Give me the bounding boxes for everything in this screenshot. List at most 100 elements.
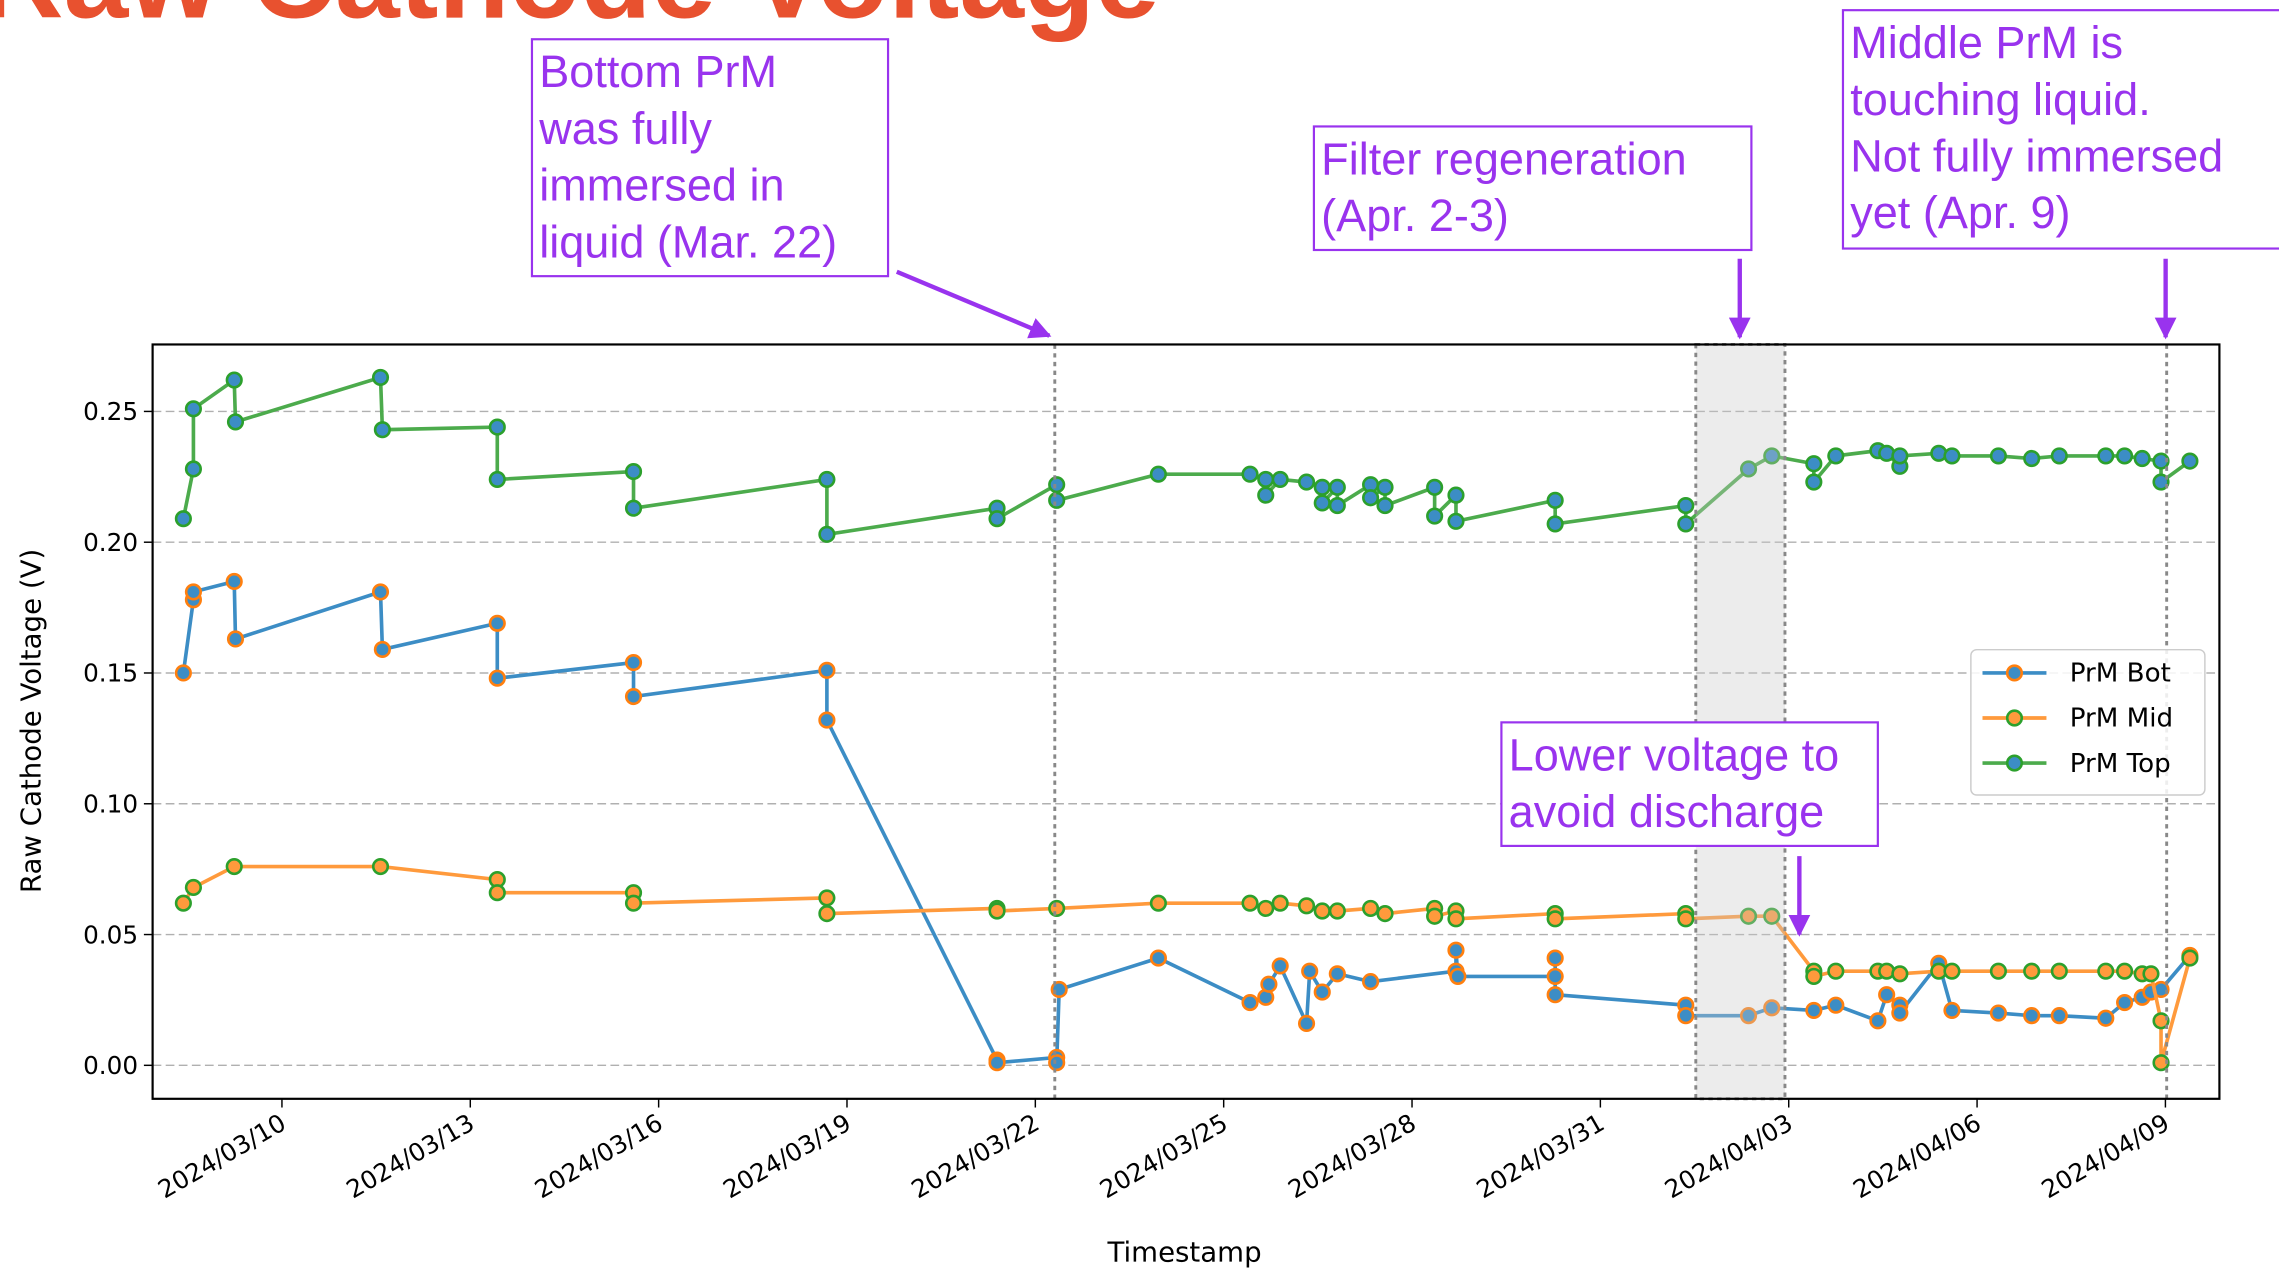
data-point xyxy=(1677,1007,1695,1025)
data-point xyxy=(488,884,506,902)
y-tick-label: 0.10 xyxy=(83,789,138,818)
data-point xyxy=(2152,473,2170,491)
x-tick-label: 2024/03/16 xyxy=(530,1108,668,1204)
data-point xyxy=(1313,983,1331,1001)
data-point xyxy=(1989,962,2007,980)
data-point xyxy=(226,413,245,431)
data-point xyxy=(2023,1007,2041,1025)
data-point xyxy=(1241,894,1259,912)
legend-label: PrM Bot xyxy=(2070,659,2171,689)
data-point xyxy=(1827,962,1845,980)
annotation-text: Not fully immersed xyxy=(1850,131,2223,182)
annotation-text: touching liquid. xyxy=(1850,74,2151,125)
data-point xyxy=(2133,449,2151,468)
data-point xyxy=(2023,962,2041,980)
data-point xyxy=(1048,899,1066,917)
data-point xyxy=(1048,491,1066,509)
data-point xyxy=(1297,1014,1316,1033)
data-point xyxy=(225,572,243,591)
x-tick-label: 2024/03/22 xyxy=(906,1108,1044,1204)
data-point xyxy=(1763,999,1781,1017)
x-tick-label: 2024/04/09 xyxy=(2036,1108,2174,1204)
data-point xyxy=(1739,1007,1758,1025)
data-point xyxy=(1297,897,1316,915)
data-point xyxy=(2023,449,2041,468)
annotation-text: Lower voltage to xyxy=(1509,729,1840,780)
data-point xyxy=(1376,905,1394,923)
data-point xyxy=(1763,907,1781,925)
data-point xyxy=(1362,973,1380,991)
data-point xyxy=(1257,470,1275,489)
data-point xyxy=(1426,478,1444,496)
x-tick-label: 2024/03/25 xyxy=(1095,1108,1233,1204)
data-point xyxy=(1260,975,1278,993)
data-point xyxy=(2116,993,2134,1012)
annotation-text: yet (Apr. 9) xyxy=(1850,187,2070,238)
annotation-text: Filter regeneration xyxy=(1321,133,1687,184)
data-point xyxy=(2152,452,2170,470)
data-point xyxy=(1677,497,1695,515)
data-point xyxy=(818,525,836,543)
y-tick-label: 0.15 xyxy=(83,659,138,688)
data-point xyxy=(225,371,243,389)
legend-box xyxy=(1970,648,2206,796)
data-point xyxy=(1739,460,1758,478)
data-point xyxy=(1943,1001,1961,1019)
data-point xyxy=(226,630,245,648)
data-point xyxy=(624,653,643,672)
data-point xyxy=(1805,1001,1823,1019)
legend-marker xyxy=(2005,709,2024,727)
data-point xyxy=(818,711,836,729)
annotation-text: liquid (Mar. 22) xyxy=(539,216,837,267)
data-point xyxy=(1271,957,1289,975)
y-axis-label: Raw Cathode Voltage (V) xyxy=(15,549,48,893)
legend-marker xyxy=(2005,664,2024,682)
annotation-text: was fully xyxy=(538,103,712,154)
data-point xyxy=(1376,497,1394,515)
data-point xyxy=(1677,910,1695,928)
data-point xyxy=(1449,967,1467,985)
data-point xyxy=(1313,902,1331,920)
data-point xyxy=(2116,962,2134,980)
data-point xyxy=(225,857,243,876)
data-point xyxy=(2152,1012,2170,1030)
data-point xyxy=(371,583,390,601)
data-point xyxy=(1546,491,1564,509)
y-tick-label: 0.25 xyxy=(83,397,138,426)
data-point xyxy=(988,510,1006,528)
data-point xyxy=(2050,962,2068,980)
data-point xyxy=(818,889,836,907)
data-point xyxy=(2152,1054,2170,1072)
data-point xyxy=(2142,965,2160,983)
data-point xyxy=(1426,907,1444,925)
data-point xyxy=(1943,962,1961,980)
data-point xyxy=(1271,470,1289,489)
y-tick-label: 0.20 xyxy=(83,528,138,557)
annotation-text: Bottom PrM xyxy=(539,46,777,97)
data-point xyxy=(1313,494,1331,512)
data-point xyxy=(1763,447,1781,465)
annotation-text: avoid discharge xyxy=(1509,786,1825,837)
data-point xyxy=(1328,965,1346,983)
data-point xyxy=(1241,465,1259,483)
legend-label: PrM Mid xyxy=(2070,704,2173,734)
data-point xyxy=(488,614,506,632)
data-point xyxy=(1328,497,1346,515)
data-point xyxy=(184,460,202,478)
data-point xyxy=(1739,907,1758,925)
data-point xyxy=(1447,512,1465,530)
data-point xyxy=(1546,967,1564,985)
data-point xyxy=(1447,486,1465,504)
x-tick-label: 2024/03/28 xyxy=(1283,1108,1421,1204)
data-point xyxy=(2050,1007,2068,1025)
data-point xyxy=(488,470,506,489)
data-point xyxy=(1878,986,1896,1004)
data-point xyxy=(1805,455,1823,473)
data-point xyxy=(1328,478,1346,496)
x-axis-label: Timestamp xyxy=(1106,1236,1261,1269)
annotation-text: Middle PrM is xyxy=(1850,17,2123,68)
data-point xyxy=(2116,447,2134,465)
data-point xyxy=(371,368,390,387)
data-point xyxy=(488,418,506,436)
